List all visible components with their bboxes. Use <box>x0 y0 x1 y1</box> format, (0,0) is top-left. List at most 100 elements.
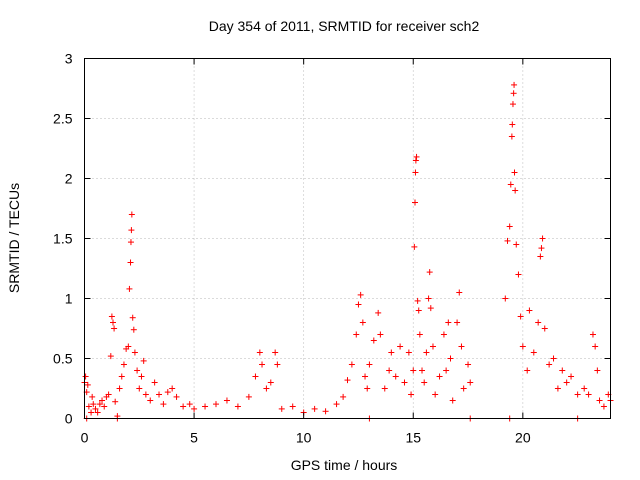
data-point <box>425 295 432 302</box>
data-point <box>126 285 133 292</box>
x-tick-label: 5 <box>190 430 198 446</box>
data-point <box>440 331 447 338</box>
data-point <box>322 408 329 415</box>
data-point <box>274 361 281 368</box>
y-tick-label: 0.5 <box>53 351 73 367</box>
y-axis-label: SRMTID / TECUs <box>6 183 22 293</box>
data-point <box>355 301 362 308</box>
data-point <box>101 403 108 410</box>
data-point <box>559 367 566 374</box>
data-point <box>105 391 112 398</box>
data-point <box>375 309 382 316</box>
data-point <box>272 349 279 356</box>
data-point <box>509 101 516 108</box>
y-tick-label: 3 <box>65 51 73 67</box>
data-point <box>415 307 422 314</box>
data-point <box>506 223 513 230</box>
data-point <box>370 337 377 344</box>
data-point <box>426 269 433 276</box>
data-point <box>574 391 581 398</box>
data-point <box>386 367 393 374</box>
data-point <box>173 393 180 400</box>
x-tick-label: 10 <box>296 430 312 446</box>
data-point <box>333 401 340 408</box>
data-point <box>526 307 533 314</box>
data-point <box>538 245 545 252</box>
data-point <box>537 253 544 260</box>
data-point <box>405 349 412 356</box>
data-point <box>259 361 266 368</box>
data-point <box>377 331 384 338</box>
data-point <box>416 331 423 338</box>
data-point <box>136 385 143 392</box>
data-point <box>125 343 132 350</box>
y-tick-label: 0 <box>65 411 73 427</box>
data-point <box>340 393 347 400</box>
data-point <box>84 381 91 388</box>
data-point <box>507 181 514 188</box>
data-point <box>127 239 134 246</box>
data-point <box>169 385 176 392</box>
data-point <box>92 405 99 412</box>
data-point <box>412 157 419 164</box>
data-point <box>530 349 537 356</box>
x-axis-label: GPS time / hours <box>291 457 398 473</box>
data-point <box>151 379 158 386</box>
data-point <box>381 385 388 392</box>
data-point <box>213 401 219 408</box>
chart-title: Day 354 of 2011, SRMTID for receiver sch… <box>209 18 480 34</box>
data-point <box>539 235 546 242</box>
data-point <box>142 391 149 398</box>
data-point <box>164 389 171 396</box>
data-point <box>454 319 461 326</box>
data-point <box>589 331 596 338</box>
data-point <box>256 349 263 356</box>
data-point <box>413 153 420 160</box>
data-point <box>436 373 443 380</box>
data-point <box>234 403 241 410</box>
data-point <box>278 405 285 412</box>
data-point <box>423 349 430 356</box>
data-point <box>191 405 198 412</box>
data-point <box>392 373 399 380</box>
data-point <box>90 401 97 408</box>
data-point <box>447 355 454 362</box>
data-point <box>508 133 515 140</box>
data-point <box>460 385 467 392</box>
x-tick-label: 0 <box>81 430 89 446</box>
data-point <box>502 295 509 302</box>
data-point <box>401 379 408 386</box>
x-tick-label: 20 <box>515 430 531 446</box>
data-point <box>160 401 167 408</box>
data-point <box>600 403 607 410</box>
data-point <box>517 313 524 320</box>
data-point <box>513 241 520 248</box>
data-point <box>245 393 252 400</box>
data-point <box>128 227 135 234</box>
data-point <box>289 403 296 410</box>
data-point <box>108 313 115 320</box>
data-point <box>456 289 463 296</box>
data-point <box>412 199 419 206</box>
data-point <box>112 398 119 405</box>
data-point <box>592 343 599 350</box>
data-point <box>129 314 136 321</box>
data-point <box>594 367 601 374</box>
data-point <box>263 385 270 392</box>
data-point <box>130 326 137 333</box>
data-point <box>512 187 519 194</box>
data-point <box>85 403 92 410</box>
data-point <box>127 259 134 266</box>
data-point <box>419 367 426 374</box>
data-point <box>348 361 355 368</box>
data-point <box>202 403 209 410</box>
data-points <box>81 81 614 422</box>
data-point <box>449 397 456 404</box>
data-point <box>541 325 548 332</box>
data-point <box>511 81 518 88</box>
data-point <box>147 397 154 404</box>
y-tick-label: 2 <box>65 171 73 187</box>
x-tick-label: 15 <box>405 430 421 446</box>
data-point <box>116 385 123 392</box>
